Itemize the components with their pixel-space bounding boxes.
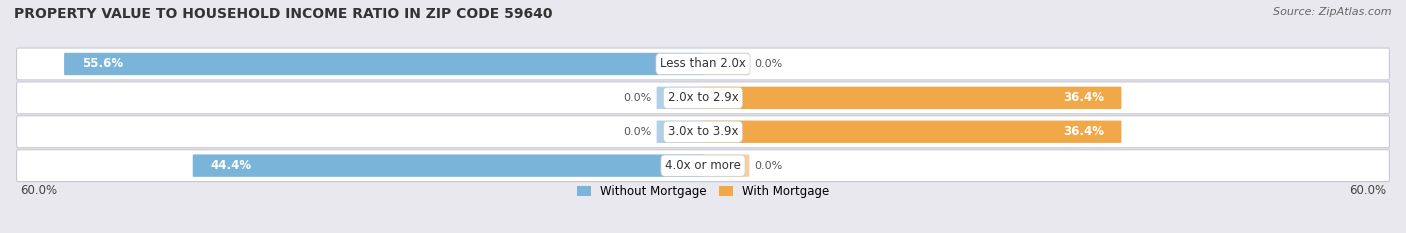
Text: 44.4%: 44.4% [211, 159, 252, 172]
Text: 60.0%: 60.0% [1350, 184, 1386, 197]
FancyBboxPatch shape [193, 154, 703, 177]
Text: Source: ZipAtlas.com: Source: ZipAtlas.com [1274, 7, 1392, 17]
Text: 36.4%: 36.4% [1063, 91, 1104, 104]
FancyBboxPatch shape [657, 120, 703, 143]
Text: 0.0%: 0.0% [623, 93, 651, 103]
Text: 4.0x or more: 4.0x or more [665, 159, 741, 172]
FancyBboxPatch shape [703, 87, 1122, 109]
Text: 0.0%: 0.0% [755, 161, 783, 171]
FancyBboxPatch shape [657, 87, 703, 109]
Legend: Without Mortgage, With Mortgage: Without Mortgage, With Mortgage [572, 181, 834, 203]
Text: PROPERTY VALUE TO HOUSEHOLD INCOME RATIO IN ZIP CODE 59640: PROPERTY VALUE TO HOUSEHOLD INCOME RATIO… [14, 7, 553, 21]
FancyBboxPatch shape [703, 120, 1122, 143]
Text: 0.0%: 0.0% [755, 59, 783, 69]
FancyBboxPatch shape [703, 154, 749, 177]
Text: 55.6%: 55.6% [82, 58, 122, 70]
FancyBboxPatch shape [703, 53, 749, 75]
FancyBboxPatch shape [17, 150, 1389, 182]
Text: 60.0%: 60.0% [20, 184, 56, 197]
Text: 0.0%: 0.0% [623, 127, 651, 137]
FancyBboxPatch shape [65, 53, 703, 75]
Text: 2.0x to 2.9x: 2.0x to 2.9x [668, 91, 738, 104]
Text: 3.0x to 3.9x: 3.0x to 3.9x [668, 125, 738, 138]
Text: Less than 2.0x: Less than 2.0x [659, 58, 747, 70]
FancyBboxPatch shape [17, 116, 1389, 148]
FancyBboxPatch shape [17, 48, 1389, 80]
Text: 36.4%: 36.4% [1063, 125, 1104, 138]
FancyBboxPatch shape [17, 82, 1389, 114]
